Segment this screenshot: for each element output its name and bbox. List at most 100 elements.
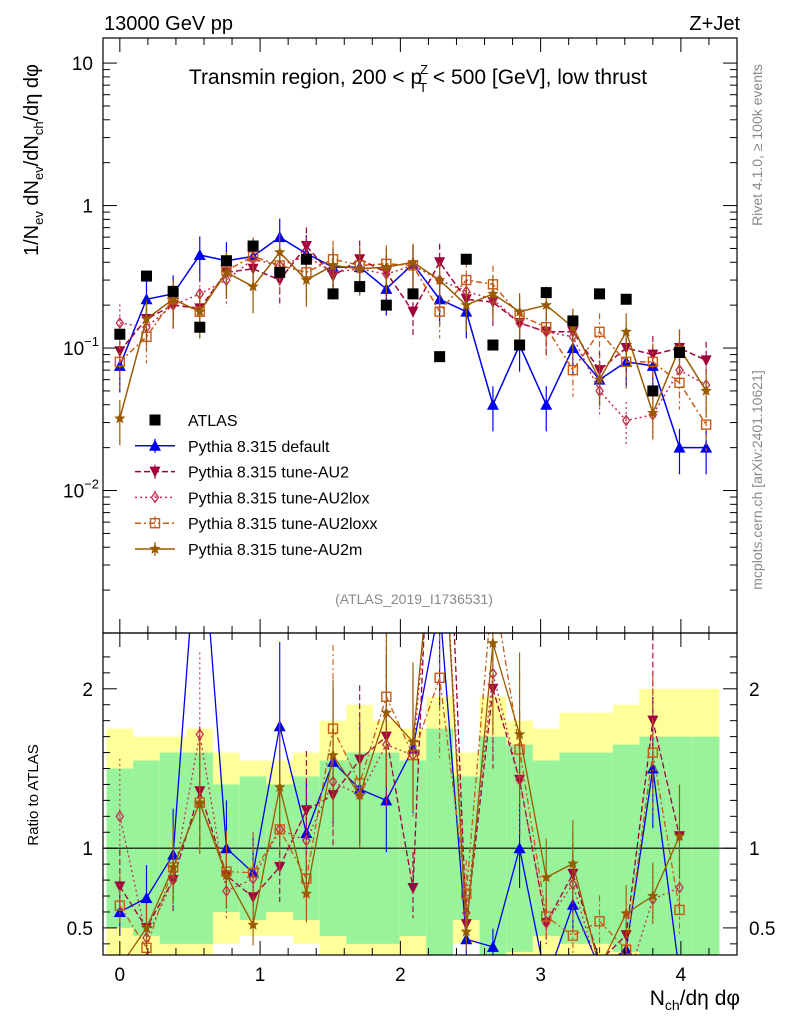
x-tick-label: 0	[115, 965, 126, 986]
legend-label: ATLAS	[188, 413, 238, 430]
ratio-tick-label-left: 1	[82, 839, 93, 860]
ratio-point	[488, 578, 497, 587]
x-tick-label: 4	[676, 965, 687, 986]
legend-marker	[149, 543, 161, 554]
svg-text:1/Nev dNev/dNch/dη dφ: 1/Nev dNev/dNch/dη dφ	[21, 64, 46, 256]
atlas-point	[327, 288, 339, 300]
ratio-point	[541, 911, 552, 922]
analysis-id: (ATLAS_2019_I1736531)	[335, 591, 493, 607]
ratio-point	[195, 728, 205, 741]
ratio-point	[594, 956, 605, 967]
band-inner	[479, 736, 507, 955]
ratio-line	[127, 633, 681, 955]
ratio-point	[596, 969, 603, 979]
atlas-point	[673, 347, 685, 359]
ratio-point	[594, 962, 605, 973]
legend-marker	[149, 439, 161, 451]
ratio-line	[119, 633, 680, 955]
atlas-point	[300, 253, 312, 265]
y-tick-label: 1	[82, 197, 93, 218]
ratio-tick-label-left: 2	[82, 680, 93, 701]
ratio-point	[114, 900, 126, 911]
y-axis-label: 1/Nev dNev/dNch/dη dφ	[21, 64, 46, 256]
band-inner	[426, 728, 453, 955]
ratio-point	[274, 781, 286, 793]
ratio-point	[407, 883, 419, 895]
x-tick-label: 3	[535, 965, 546, 986]
ratio-point	[674, 904, 685, 916]
atlas-point	[380, 299, 392, 311]
data-point	[434, 306, 445, 317]
ratio-tick-label-right: 1	[749, 839, 760, 860]
ratio-point	[675, 881, 684, 894]
ratio-point	[434, 672, 445, 683]
ratio-plot	[113, 452, 686, 979]
ratio-tick-label-right: 2	[749, 680, 760, 701]
ratio-point	[673, 830, 686, 842]
legend: ATLAS Pythia 8.315 default Pythia 8.315 tu…	[135, 413, 377, 559]
atlas-point	[460, 253, 472, 265]
legend-label: Pythia 8.315 tune-AU2	[188, 465, 349, 482]
ratio-point	[567, 930, 579, 941]
legend-marker	[149, 518, 161, 529]
ratio-point	[436, 453, 443, 463]
atlas-point	[114, 328, 126, 340]
y-tick-label: 10−2	[63, 477, 99, 503]
svg-text:Transmin region, 200 < pZT < 5: Transmin region, 200 < pZ T < 500 [GeV], …	[189, 62, 647, 95]
data-point	[621, 414, 631, 427]
data-point	[674, 377, 685, 389]
header-left: 13000 GeV pp	[104, 13, 233, 35]
band-inner	[692, 736, 720, 955]
data-point	[461, 274, 472, 286]
atlas-point	[540, 287, 552, 299]
legend-marker	[149, 466, 161, 478]
atlas-point	[487, 339, 499, 351]
data-point	[647, 356, 659, 368]
data-point	[114, 356, 126, 368]
data-point	[700, 419, 712, 430]
axes: 0 1 2 3 4 10−2 10−1 1 10 0.5 0.5 1 1 2 2	[63, 37, 775, 986]
atlas-point	[194, 321, 206, 333]
ratio-point	[594, 916, 605, 927]
atlas-point	[434, 351, 446, 363]
rivet-label: Rivet 4.1.0, ≥ 100k events	[749, 64, 765, 226]
ratio-uncertainty-bands	[103, 688, 737, 955]
data-point	[594, 326, 605, 338]
ratio-frame	[102, 632, 738, 956]
ratio-point	[594, 962, 606, 973]
header-right: Z+Jet	[689, 13, 740, 35]
data-point	[300, 241, 312, 253]
ratio-point	[513, 842, 526, 854]
atlas-point	[620, 293, 632, 305]
ratio-point	[434, 452, 445, 463]
data-point	[647, 349, 659, 361]
x-tick-label: 1	[255, 965, 266, 986]
atlas-point	[407, 288, 419, 300]
svg-text:Nch/dη dφ: Nch/dη dφ	[650, 987, 740, 1013]
x-tick-label: 2	[395, 965, 406, 986]
legend-label: Pythia 8.315 tune-AU2m	[188, 542, 362, 559]
ratio-line	[119, 633, 678, 955]
ratio-tick-label-right: 0.5	[749, 919, 775, 940]
ratio-point	[247, 867, 259, 878]
atlas-point	[274, 266, 286, 278]
atlas-point	[567, 315, 579, 327]
atlas-point	[647, 385, 659, 397]
data-point	[700, 355, 712, 367]
atlas-point	[220, 255, 232, 267]
ratio-y-label: Ratio to ATLAS	[25, 744, 42, 845]
data-point	[567, 364, 579, 376]
ratio-point	[115, 810, 125, 823]
ratio-point	[487, 637, 499, 649]
ratio-line	[119, 633, 681, 952]
legend-marker	[150, 491, 160, 504]
ratio-tick-label-left: 0.5	[67, 919, 93, 940]
mcplots-label: mcplots.cern.ch [arXiv:2401.10621]	[749, 370, 765, 589]
legend-label: Pythia 8.315 default	[188, 439, 330, 456]
legend-marker	[149, 414, 161, 426]
atlas-point	[167, 285, 179, 297]
x-axis-label: Nch/dη dφ	[650, 987, 740, 1013]
y-tick-label: 10	[72, 54, 93, 75]
data-point	[247, 251, 259, 262]
data-point	[115, 316, 125, 330]
